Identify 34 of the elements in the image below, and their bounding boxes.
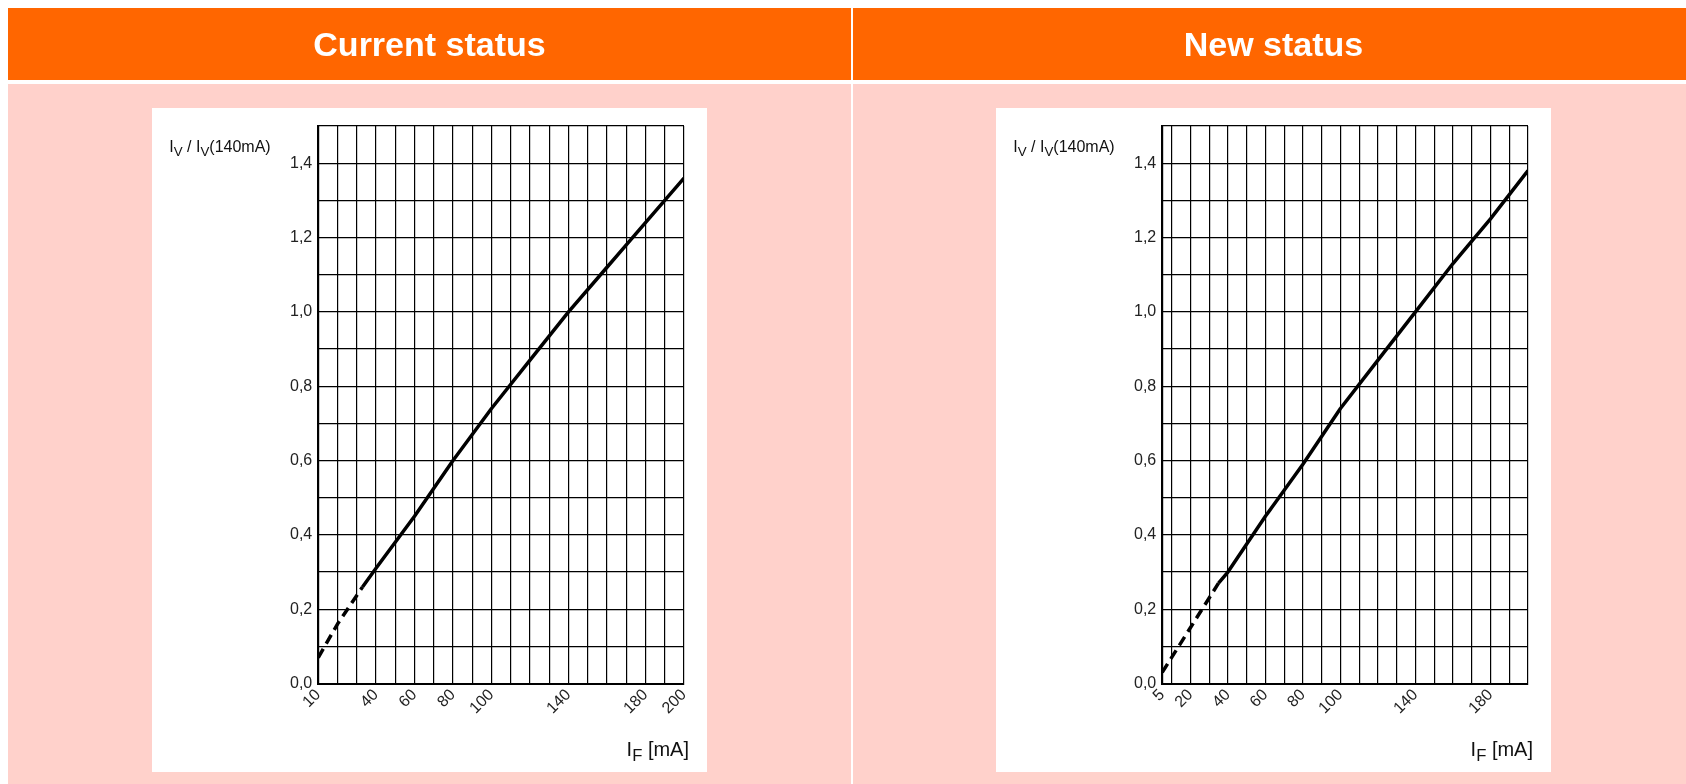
x-tick-label: 40 <box>356 685 382 711</box>
chart-title: New status <box>853 8 1686 80</box>
x-tick-label: 80 <box>433 685 459 711</box>
y-tick-label: 0,4 <box>289 525 313 543</box>
x-axis-title: I$_{F}$ [mA] <box>626 738 689 766</box>
y-tick-label: 0,8 <box>289 376 313 394</box>
y-tick-label: 0,2 <box>1133 599 1157 617</box>
x-axis-title: I$_{F}$ [mA] <box>1470 738 1533 766</box>
x-tick-label: 140 <box>542 685 574 717</box>
x-tick-label: 60 <box>395 685 420 711</box>
x-tick-label: 40 <box>1208 685 1234 711</box>
y-tick-label: 0,6 <box>289 450 313 468</box>
y-tick-label: 1,0 <box>289 302 313 320</box>
y-axis-title: I$_{V}$ / I$_{V}$(140mA) <box>168 138 272 160</box>
y-tick-label: 0,2 <box>289 599 313 617</box>
chart-title: Current status <box>8 8 851 80</box>
x-tick-label: 100 <box>1314 685 1346 717</box>
x-tick-label: 140 <box>1389 685 1421 717</box>
y-axis-title: I$_{V}$ / I$_{V}$(140mA) <box>1012 138 1116 160</box>
x-tick-label: 100 <box>465 685 497 717</box>
x-tick-label: 80 <box>1283 685 1309 711</box>
y-tick-label: 0,6 <box>1133 450 1157 468</box>
y-tick-label: 1,2 <box>289 227 313 245</box>
x-tick-label: 20 <box>1171 685 1196 711</box>
x-tick-label: 180 <box>1464 685 1496 717</box>
y-tick-label: 1,4 <box>289 153 313 171</box>
y-tick-label: 1,4 <box>1133 153 1157 171</box>
x-tick-label: 180 <box>619 685 651 717</box>
x-tick-label: 60 <box>1246 685 1271 711</box>
y-tick-label: 1,2 <box>1133 227 1157 245</box>
y-tick-label: 1,0 <box>1133 302 1157 320</box>
y-tick-label: 0,4 <box>1133 525 1157 543</box>
x-tick-label: 200 <box>658 685 690 717</box>
y-tick-label: 0,8 <box>1133 376 1157 394</box>
